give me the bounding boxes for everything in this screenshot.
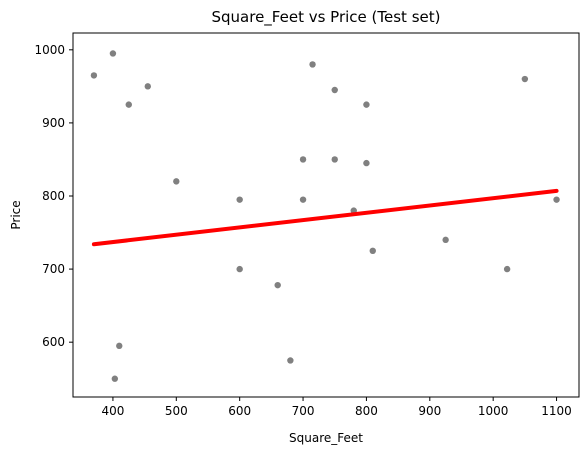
x-tick-label: 600 [228, 404, 251, 418]
scatter-point [521, 75, 529, 83]
x-tick-label: 700 [292, 404, 315, 418]
scatter-point [299, 156, 307, 163]
scatter-point [553, 196, 560, 203]
plot-frame [72, 32, 580, 398]
scatter-point [111, 375, 119, 382]
scatter-point [369, 247, 376, 255]
y-axis-label: Price [9, 200, 23, 229]
scatter-point [109, 50, 117, 57]
x-tick-label: 500 [165, 404, 188, 418]
x-axis-ticks: 400 500 600 700 800 900 1000 1100 [101, 397, 572, 418]
scatter-point [363, 159, 370, 167]
y-tick-label: 1000 [34, 43, 65, 57]
scatter-point [116, 342, 123, 350]
scatter-point [173, 178, 180, 185]
y-tick-label: 600 [42, 335, 65, 349]
y-tick-label: 900 [42, 116, 65, 130]
scatter-point [236, 196, 243, 203]
x-tick-label: 900 [418, 404, 441, 418]
y-tick-label: 800 [42, 189, 65, 203]
scatter-point [90, 72, 98, 79]
scatter-point [274, 281, 281, 289]
scatter-point [309, 61, 316, 68]
scatter-point [331, 156, 338, 163]
x-tick-label: 1000 [478, 404, 509, 418]
x-tick-label: 1100 [541, 404, 572, 418]
chart-title: Square_Feet vs Price (Test set) [212, 8, 441, 27]
x-tick-label: 800 [355, 404, 378, 418]
y-axis-ticks: 600 700 800 900 1000 [34, 43, 73, 349]
scatter-points [90, 50, 560, 382]
plot-area [90, 50, 560, 382]
scatter-point [503, 265, 511, 273]
scatter-point [442, 236, 449, 244]
scatter-point [236, 265, 243, 273]
scatter-point [363, 101, 370, 108]
scatter-point [144, 83, 151, 90]
scatter-point [299, 196, 307, 203]
x-axis-label: Square_Feet [289, 431, 363, 445]
x-tick-label: 400 [101, 404, 124, 418]
scatter-point [287, 357, 294, 364]
y-tick-label: 700 [42, 262, 65, 276]
regression-line-layer [91, 188, 559, 247]
scatter-point [331, 86, 338, 94]
scatter-point [125, 101, 132, 108]
regression-line [91, 188, 559, 247]
